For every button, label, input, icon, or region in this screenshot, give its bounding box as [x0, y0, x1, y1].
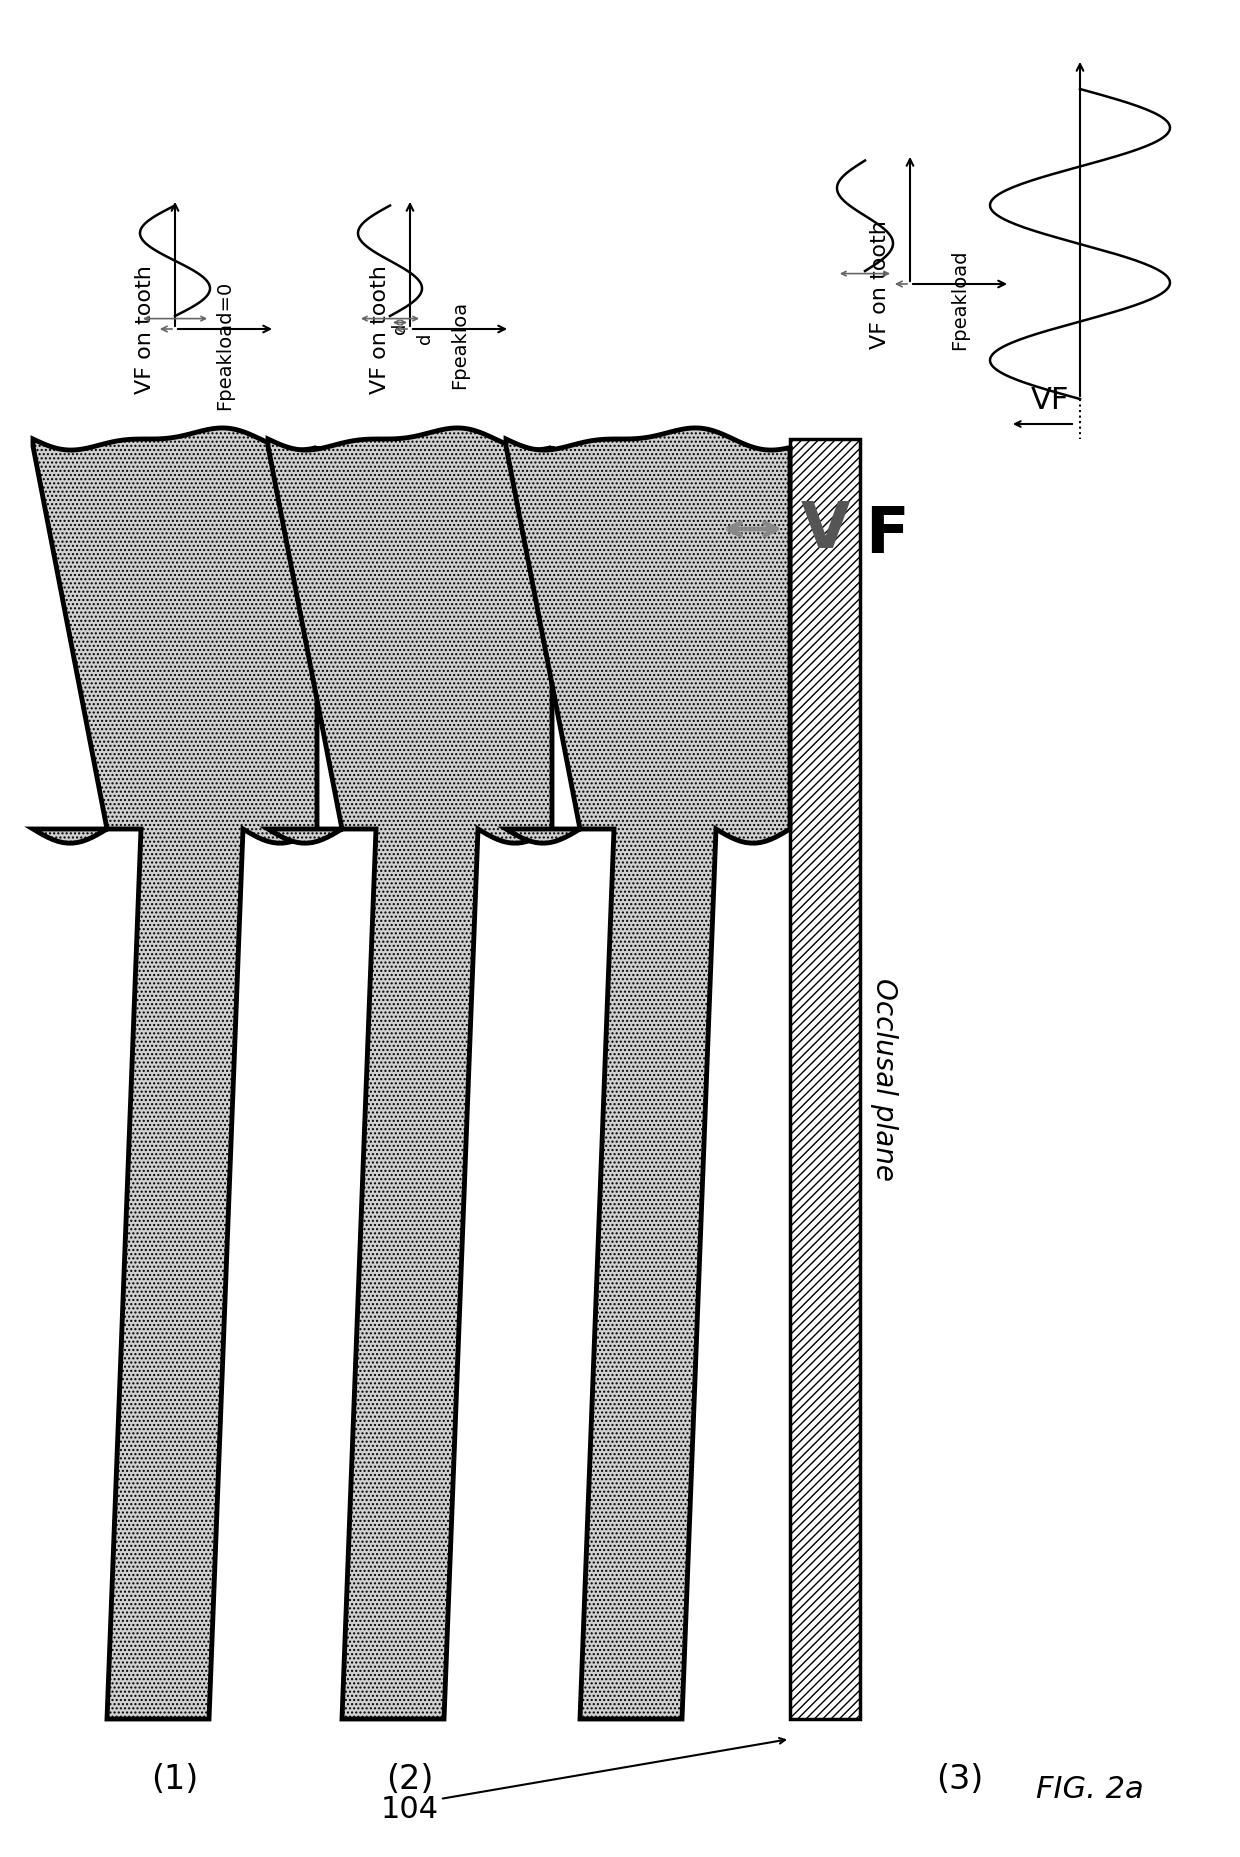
Text: 104: 104	[381, 1794, 439, 1824]
Text: FIG. 2a: FIG. 2a	[1037, 1775, 1143, 1803]
Text: VF on tooth: VF on tooth	[370, 266, 391, 394]
Text: (3): (3)	[936, 1762, 983, 1796]
Text: Fpeakloa: Fpeakloa	[450, 301, 470, 388]
Text: VF on tooth: VF on tooth	[135, 266, 155, 394]
Text: Fpeakload: Fpeakload	[951, 249, 970, 351]
Polygon shape	[33, 429, 317, 1720]
Text: Fpeakload=0: Fpeakload=0	[216, 280, 234, 409]
Bar	[790, 440, 861, 1720]
Text: d: d	[391, 323, 409, 334]
Text: VF on tooth: VF on tooth	[870, 219, 890, 349]
Polygon shape	[506, 429, 790, 1720]
Text: (1): (1)	[151, 1762, 198, 1796]
Polygon shape	[268, 429, 552, 1720]
Text: V: V	[800, 500, 849, 561]
Text: d: d	[415, 332, 434, 344]
Text: (2): (2)	[387, 1762, 434, 1796]
Text: F: F	[866, 503, 909, 566]
Text: VF: VF	[1030, 386, 1069, 414]
Text: Occlusal plane: Occlusal plane	[870, 979, 898, 1181]
